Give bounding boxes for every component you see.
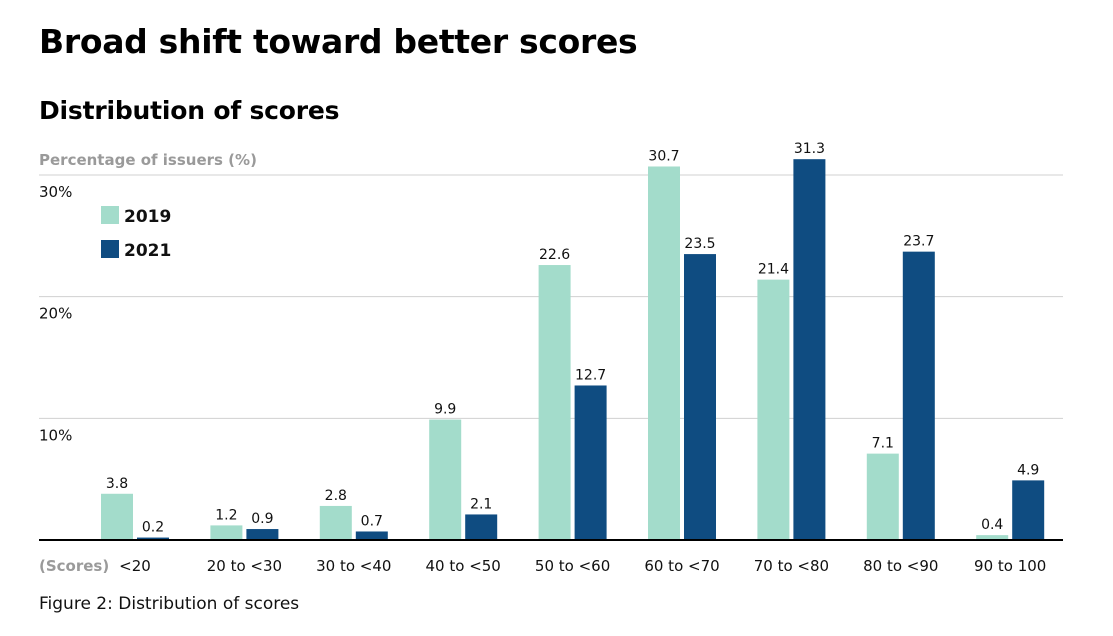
legend-swatch-2019 [101,206,119,224]
category-label-4: 50 to <60 [535,557,610,575]
data-label-2021-7: 23.7 [903,234,934,250]
data-label-2019-7: 7.1 [872,436,894,452]
data-label-2021-5: 23.5 [684,236,715,252]
bar-2019-3 [429,419,462,540]
bar-2019-1 [210,525,243,540]
bar-2019-4 [538,265,571,540]
data-label-2019-8: 0.4 [981,517,1003,533]
bar-2021-5 [684,254,716,541]
data-label-2019-5: 30.7 [648,148,679,164]
category-label-5: 60 to <70 [644,557,719,575]
data-label-2019-1: 1.2 [215,507,237,523]
chart-subtitle: Distribution of scores [39,96,340,125]
bar-2019-5 [648,166,680,540]
category-label-8: 90 to 100 [974,557,1046,575]
bar-2021-7 [902,251,935,540]
data-label-2021-3: 2.1 [470,496,492,512]
category-label-2: 30 to <40 [316,557,391,575]
category-label-1: 20 to <30 [207,557,282,575]
bar-2021-0 [137,537,169,540]
data-label-2019-6: 21.4 [758,262,789,278]
bar-2021-1 [246,529,279,540]
data-label-2021-4: 12.7 [575,367,606,383]
x-axis-label: (Scores) [39,557,109,575]
data-label-2021-0: 0.2 [142,520,164,536]
data-label-2021-6: 31.3 [794,141,825,157]
bar-2021-2 [355,531,388,540]
bar-2019-7 [866,453,899,540]
bar-2019-0 [101,493,133,540]
bar-2021-6 [793,159,826,540]
bar-2021-3 [465,514,498,540]
category-label-6: 70 to <80 [754,557,829,575]
bar-2021-8 [1012,480,1045,540]
y-tick-label: 10% [39,426,72,444]
data-label-2019-4: 22.6 [539,247,570,263]
bar-2019-8 [976,535,1009,540]
bar-2019-6 [757,279,790,540]
data-label-2019-2: 2.8 [325,488,347,504]
category-label-0: <20 [119,557,151,575]
category-label-7: 80 to <90 [863,557,938,575]
data-label-2019-3: 9.9 [434,402,456,418]
data-label-2021-1: 0.9 [251,511,273,527]
legend-label-2021: 2021 [124,241,171,261]
legend-swatch-2021 [101,240,119,258]
data-label-2021-8: 4.9 [1017,462,1039,478]
y-tick-label: 20% [39,305,72,323]
legend-label-2019: 2019 [124,207,171,227]
page-title: Broad shift toward better scores [39,22,638,61]
data-label-2021-2: 0.7 [361,513,383,529]
data-label-2019-0: 3.8 [106,476,128,492]
y-axis-label: Percentage of issuers (%) [39,151,257,169]
category-label-3: 40 to <50 [426,557,501,575]
y-tick-label: 30% [39,183,72,201]
bar-2019-2 [319,505,352,540]
figure-caption: Figure 2: Distribution of scores [39,594,300,614]
bar-2021-4 [574,385,607,540]
